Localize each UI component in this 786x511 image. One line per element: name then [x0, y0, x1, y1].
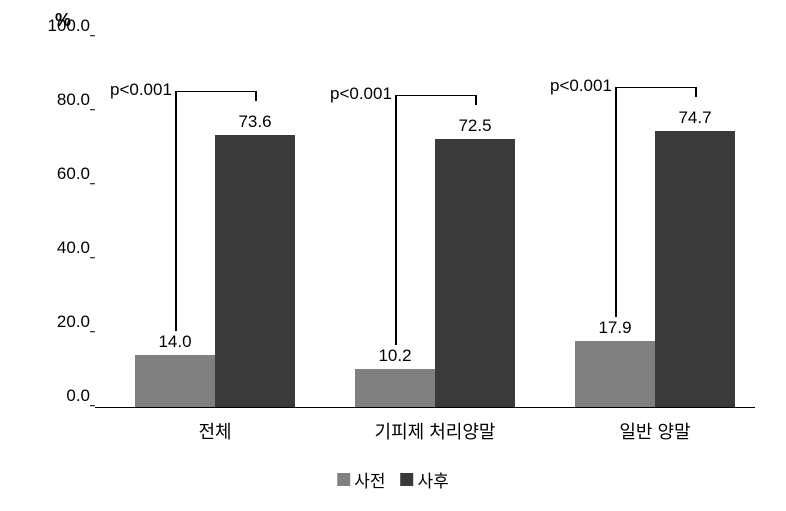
- legend-label: 사전: [354, 467, 385, 492]
- y-tick-mark: [90, 109, 95, 111]
- p-value-label: p<0.001: [110, 80, 172, 100]
- bar: [355, 369, 435, 407]
- x-axis-label: 전체: [115, 418, 315, 444]
- bar-value-label: 72.5: [435, 116, 515, 139]
- bar-value-label: 14.0: [135, 332, 215, 355]
- bar-value-label: 73.6: [215, 112, 295, 135]
- legend-item: 사전: [337, 467, 385, 492]
- bracket-vertical-right: [255, 91, 257, 101]
- bracket-vertical-right: [695, 87, 697, 97]
- bracket-vertical-left: [175, 91, 177, 332]
- chart-container: % 0.020.040.060.080.0100.0 14.073.6p<0.0…: [20, 10, 766, 500]
- y-tick-label: 20.0: [40, 312, 90, 332]
- legend-item: 사후: [401, 467, 449, 492]
- y-tick-mark: [90, 257, 95, 259]
- bar-group: 17.974.7p<0.001: [575, 38, 735, 407]
- y-tick-label: 80.0: [40, 90, 90, 110]
- y-tick-label: 0.0: [40, 386, 90, 406]
- bracket-horizontal: [395, 95, 475, 97]
- bar: [575, 341, 655, 407]
- bar: [135, 355, 215, 407]
- legend-swatch: [337, 473, 350, 486]
- y-tick-mark: [90, 331, 95, 333]
- legend: 사전 사후: [337, 467, 449, 492]
- y-tick-label: 60.0: [40, 164, 90, 184]
- bar: [435, 139, 515, 407]
- bracket-horizontal: [615, 87, 695, 89]
- bar-value-label: 17.9: [575, 318, 655, 341]
- bar: [215, 135, 295, 407]
- y-tick-mark: [90, 35, 95, 37]
- legend-label: 사후: [418, 467, 449, 492]
- x-axis-label: 기피제 처리양말: [335, 418, 535, 444]
- p-value-label: p<0.001: [550, 76, 612, 96]
- legend-swatch: [401, 473, 414, 486]
- bracket-vertical-left: [615, 87, 617, 317]
- y-tick-mark: [90, 405, 95, 407]
- y-tick-mark: [90, 183, 95, 185]
- bar-group: 14.073.6p<0.001: [135, 38, 295, 407]
- bar-value-label: 74.7: [655, 108, 735, 131]
- x-axis-label: 일반 양말: [555, 418, 755, 444]
- y-tick-label: 40.0: [40, 238, 90, 258]
- bar-value-label: 10.2: [355, 346, 435, 369]
- p-value-label: p<0.001: [330, 84, 392, 104]
- bracket-vertical-left: [395, 95, 397, 346]
- bracket-vertical-right: [475, 95, 477, 105]
- bracket-horizontal: [175, 91, 255, 93]
- bar-group: 10.272.5p<0.001: [355, 38, 515, 407]
- y-tick-label: 100.0: [40, 16, 90, 36]
- bar: [655, 131, 735, 407]
- plot-area: 0.020.040.060.080.0100.0 14.073.6p<0.001…: [95, 38, 755, 408]
